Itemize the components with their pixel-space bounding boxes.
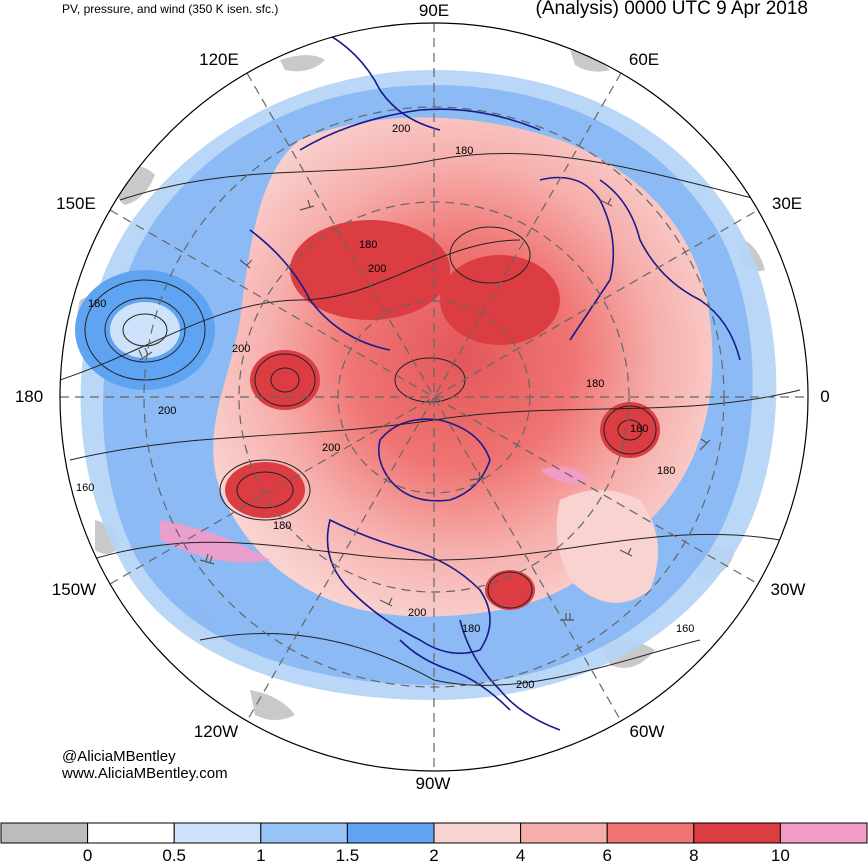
lon-label-120e: 120E xyxy=(199,50,239,69)
contour-label: 180 xyxy=(657,465,675,477)
colorbar-tick-label: 0 xyxy=(82,846,93,865)
colorbar-bin xyxy=(87,822,175,844)
contour-label: 160 xyxy=(76,482,94,494)
colorbar-bin xyxy=(779,822,868,844)
pv-streaks xyxy=(160,466,590,563)
contour-label: 200 xyxy=(232,343,250,355)
lon-label-150w: 150W xyxy=(51,580,97,599)
colorbar-tick-label: 2 xyxy=(429,846,439,865)
map-title: PV, pressure, and wind (350 K isen. sfc.… xyxy=(62,2,279,16)
colorbar-tick-label: 8 xyxy=(689,846,699,865)
colorbar-tick-label: 4 xyxy=(515,846,526,865)
contour-label: 200 xyxy=(158,405,176,417)
lon-label-90w: 90W xyxy=(415,774,451,793)
contour-label: 180 xyxy=(359,239,377,251)
author-handle: @AliciaMBentley xyxy=(62,748,176,765)
contour-label: 200 xyxy=(392,123,410,135)
colorbar-bin xyxy=(0,822,89,844)
contour-label: 200 xyxy=(322,442,340,454)
colorbar-bin xyxy=(346,822,435,844)
map-boundary xyxy=(59,22,809,772)
colorbar-bin xyxy=(520,822,608,844)
contour-label: 160 xyxy=(676,623,694,635)
graticule xyxy=(60,23,808,771)
lon-label-90e: 90E xyxy=(418,1,450,20)
contour-label: 180 xyxy=(455,145,473,157)
colorbar-bin xyxy=(173,822,262,844)
contour-label: 180 xyxy=(462,623,480,635)
colorbar-bin xyxy=(260,822,348,844)
contour-label: 180 xyxy=(630,423,648,435)
pv-colorbar xyxy=(0,822,868,844)
contour-label: 180 xyxy=(586,378,604,390)
lon-label-60e: 60E xyxy=(628,50,660,69)
contour-labels: 200 180 180 200 180 200 180 200 200 180 … xyxy=(76,123,694,691)
contour-label: 180 xyxy=(88,298,106,310)
polar-stereographic-map: 200 180 180 200 180 200 180 200 200 180 … xyxy=(59,22,809,772)
colorbar-bin xyxy=(433,822,522,844)
colorbar-tick-label: 0.5 xyxy=(162,846,187,865)
colorbar-tick-label: 1.5 xyxy=(335,846,360,865)
lon-label-60w: 60W xyxy=(629,722,665,741)
wind-barbs xyxy=(138,197,711,621)
lon-label-30w: 30W xyxy=(770,580,806,599)
colorbar-bin xyxy=(606,822,695,844)
contour-label: 200 xyxy=(368,263,386,275)
analysis-time-title: (Analysis) 0000 UTC 9 Apr 2018 xyxy=(535,0,808,19)
colorbar-tick-label: 6 xyxy=(602,846,612,865)
lon-label-120w: 120W xyxy=(193,722,239,741)
lon-label-180: 180 xyxy=(14,387,44,406)
author-website: www.AliciaMBentley.com xyxy=(62,765,228,782)
map-disk xyxy=(60,29,801,731)
lon-label-30e: 30E xyxy=(771,194,803,213)
atlantic-ridge xyxy=(556,490,658,603)
pv-cores xyxy=(225,220,660,610)
contour-label: 200 xyxy=(408,607,426,619)
colorbar-tick-label: 10 xyxy=(770,846,790,865)
contour-label: 200 xyxy=(516,679,534,691)
lon-label-0: 0 xyxy=(820,387,830,406)
contour-label: 180 xyxy=(273,520,291,532)
colorbar-tick-label: 1 xyxy=(256,846,266,865)
colorbar-bin xyxy=(693,822,781,844)
lon-label-150e: 150E xyxy=(56,194,96,213)
